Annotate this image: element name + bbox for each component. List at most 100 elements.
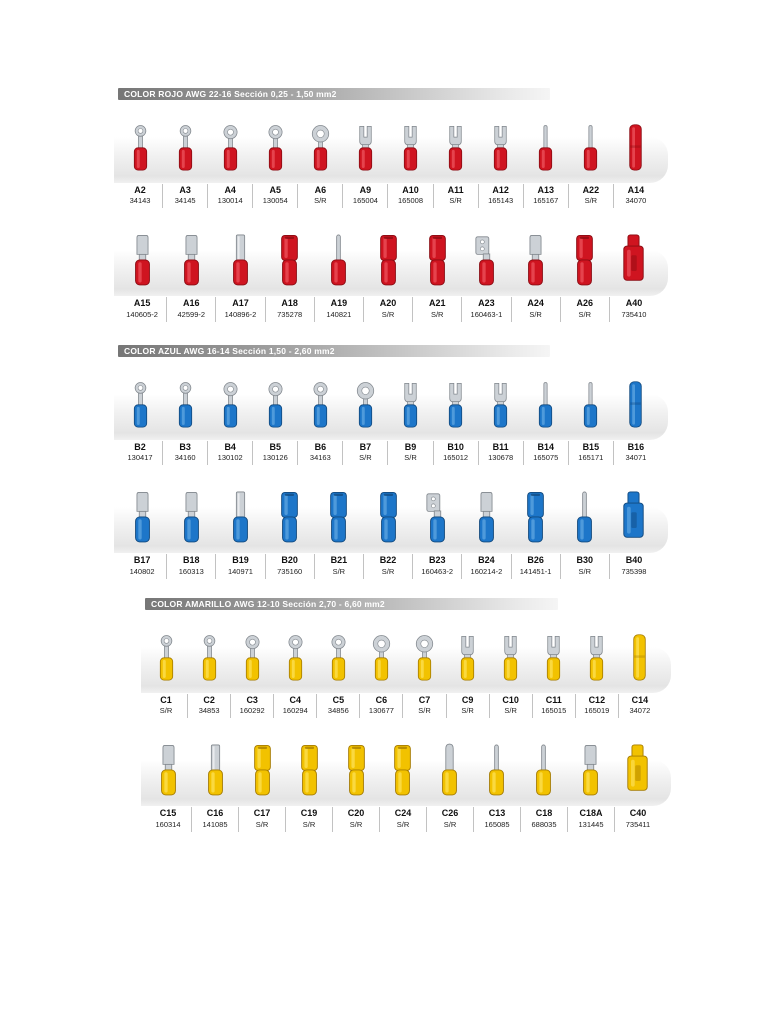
terminal-label-C7: C7 S/R xyxy=(402,694,445,719)
terminal-labels-strip: C15 160314 C16 141085 C17 S/R C19 S/R C20 S/R C24 S… xyxy=(145,807,661,832)
terminal-part-number: 140896-2 xyxy=(224,309,257,319)
terminal-label-A22: A22 S/R xyxy=(567,184,613,209)
ring-terminal-icon xyxy=(268,382,283,428)
terminal-label-C11: C11 165015 xyxy=(531,694,575,719)
terminal-part-number: 130054 xyxy=(262,196,288,206)
terminal-illustration-B15 xyxy=(568,370,613,438)
pin-terminal-icon xyxy=(538,382,553,428)
terminal-part-number: 160314 xyxy=(155,819,181,829)
female-terminal-icon xyxy=(281,492,299,543)
terminal-code: A4 xyxy=(224,185,236,195)
terminal-code: B16 xyxy=(627,442,645,452)
tap-terminal-icon xyxy=(623,234,644,282)
terminal-code: A2 xyxy=(134,185,146,195)
male-terminal-icon xyxy=(161,745,176,796)
terminal-part-number: 130014 xyxy=(217,196,243,206)
terminal-code: A15 xyxy=(133,298,151,309)
terminal-labels-strip: B17 140802 B18 160313 B19 140971 B20 735160 B21 S… xyxy=(118,554,658,579)
terminal-part-number: S/R xyxy=(430,309,444,319)
terminal-code: C4 xyxy=(289,695,302,705)
terminal-part-number: S/R xyxy=(584,196,598,206)
terminal-illustration-C24 xyxy=(380,734,427,804)
terminal-illustration-C16 xyxy=(192,734,239,804)
section-header-azul: COLOR AZUL AWG 16-14 Sección 1,50 - 2,60… xyxy=(118,345,550,357)
terminal-code: A13 xyxy=(537,185,554,195)
terminal-code: B6 xyxy=(314,442,327,452)
terminal-part-number: 42599-2 xyxy=(177,309,206,319)
terminal-part-number: 34163 xyxy=(309,453,331,463)
terminal-illustration-B5 xyxy=(253,370,298,438)
terminal-label-A3: A3 34145 xyxy=(162,184,207,209)
terminal-illustration-C7 xyxy=(403,623,446,691)
terminal-code: B2 xyxy=(134,442,146,452)
terminal-code: B22 xyxy=(379,555,397,566)
terminal-part-number: 34071 xyxy=(625,453,647,463)
male-terminal-icon xyxy=(478,492,494,543)
terminal-illustration-A10 xyxy=(388,113,433,181)
terminal-code: A3 xyxy=(179,185,191,195)
terminal-illustration-C1 xyxy=(145,623,188,691)
terminal-illustration-B22 xyxy=(363,481,412,551)
terminal-label-C13: C13 165085 xyxy=(473,807,520,832)
terminal-label-C16: C16 141085 xyxy=(191,807,238,832)
male-terminal-icon xyxy=(135,492,150,543)
male-terminal-icon xyxy=(135,235,150,286)
terminal-code: C10 xyxy=(502,695,519,705)
terminal-part-number: 160463-1 xyxy=(470,309,503,319)
terminal-part-number: S/R xyxy=(449,196,462,206)
terminal-code: C19 xyxy=(300,808,318,819)
terminal-code: A9 xyxy=(359,185,372,195)
terminal-part-number: S/R xyxy=(504,706,517,716)
terminal-code: A5 xyxy=(269,185,282,195)
terminal-illustration-B18 xyxy=(167,481,216,551)
terminal-code: B19 xyxy=(232,555,249,566)
terminal-illustration-C17 xyxy=(239,734,286,804)
terminal-label-C2: C2 34853 xyxy=(187,694,230,719)
terminal-label-B24: B24 160214-2 xyxy=(461,554,510,579)
terminal-illustration-C20 xyxy=(333,734,380,804)
section-header-rojo: COLOR ROJO AWG 22-16 Sección 0,25 - 1,50… xyxy=(118,88,550,100)
terminal-code: C40 xyxy=(629,808,647,819)
terminal-part-number: 165085 xyxy=(484,819,510,829)
terminal-label-A40: A40 735410 xyxy=(608,297,658,322)
terminal-label-C18: C18 688035 xyxy=(520,807,567,832)
terminal-label-C19: C19 S/R xyxy=(285,807,332,832)
terminal-images-strip xyxy=(141,728,671,807)
terminal-illustration-B10 xyxy=(433,370,478,438)
terminal-label-B4: B4 130102 xyxy=(207,441,252,466)
ring-terminal-icon xyxy=(288,635,303,681)
male-terminal-icon xyxy=(583,745,599,796)
terminal-part-number: 165008 xyxy=(397,196,424,206)
terminal-illustration-A5 xyxy=(253,113,298,181)
section-title-azul: COLOR AZUL AWG 16-14 Sección 1,50 - 2,60… xyxy=(124,346,335,356)
terminal-label-A4: A4 130014 xyxy=(207,184,252,209)
terminal-code: A19 xyxy=(330,298,348,309)
ring-s-terminal-icon xyxy=(133,125,148,171)
terminal-code: B24 xyxy=(478,555,495,566)
terminal-illustration-C12 xyxy=(575,623,618,691)
terminal-illustration-C26 xyxy=(426,734,473,804)
terminal-part-number: 130417 xyxy=(127,453,153,463)
section-color-rojo: COLOR ROJO AWG 22-16 Sección 0,25 - 1,50… xyxy=(114,88,668,322)
terminal-code: A12 xyxy=(492,185,509,195)
terminal-illustration-A18 xyxy=(265,224,314,294)
terminal-part-number: 165075 xyxy=(533,453,559,463)
terminal-label-C10: C10 S/R xyxy=(488,694,532,719)
butt-terminal-icon xyxy=(633,634,646,681)
terminal-illustration-A13 xyxy=(523,113,568,181)
terminal-illustration-A9 xyxy=(343,113,388,181)
terminal-illustration-B24 xyxy=(462,481,511,551)
terminal-code: A17 xyxy=(232,298,249,309)
terminal-code: A6 xyxy=(314,185,327,195)
terminal-label-B3: B3 34160 xyxy=(162,441,207,466)
terminal-label-A17: A17 140896-2 xyxy=(215,297,264,322)
terminal-label-C5: C5 34856 xyxy=(316,694,359,719)
section-color-amarillo: COLOR AMARILLO AWG 12-10 Sección 2,70 - … xyxy=(141,598,671,832)
terminal-illustration-A22 xyxy=(568,113,613,181)
terminal-illustration-A26 xyxy=(560,224,609,294)
terminal-code: A10 xyxy=(402,185,419,195)
terminal-code: A26 xyxy=(576,298,594,309)
section-title-rojo: COLOR ROJO AWG 22-16 Sección 0,25 - 1,50… xyxy=(124,89,337,99)
terminal-illustration-B9 xyxy=(388,370,433,438)
terminal-code: C2 xyxy=(203,695,215,705)
